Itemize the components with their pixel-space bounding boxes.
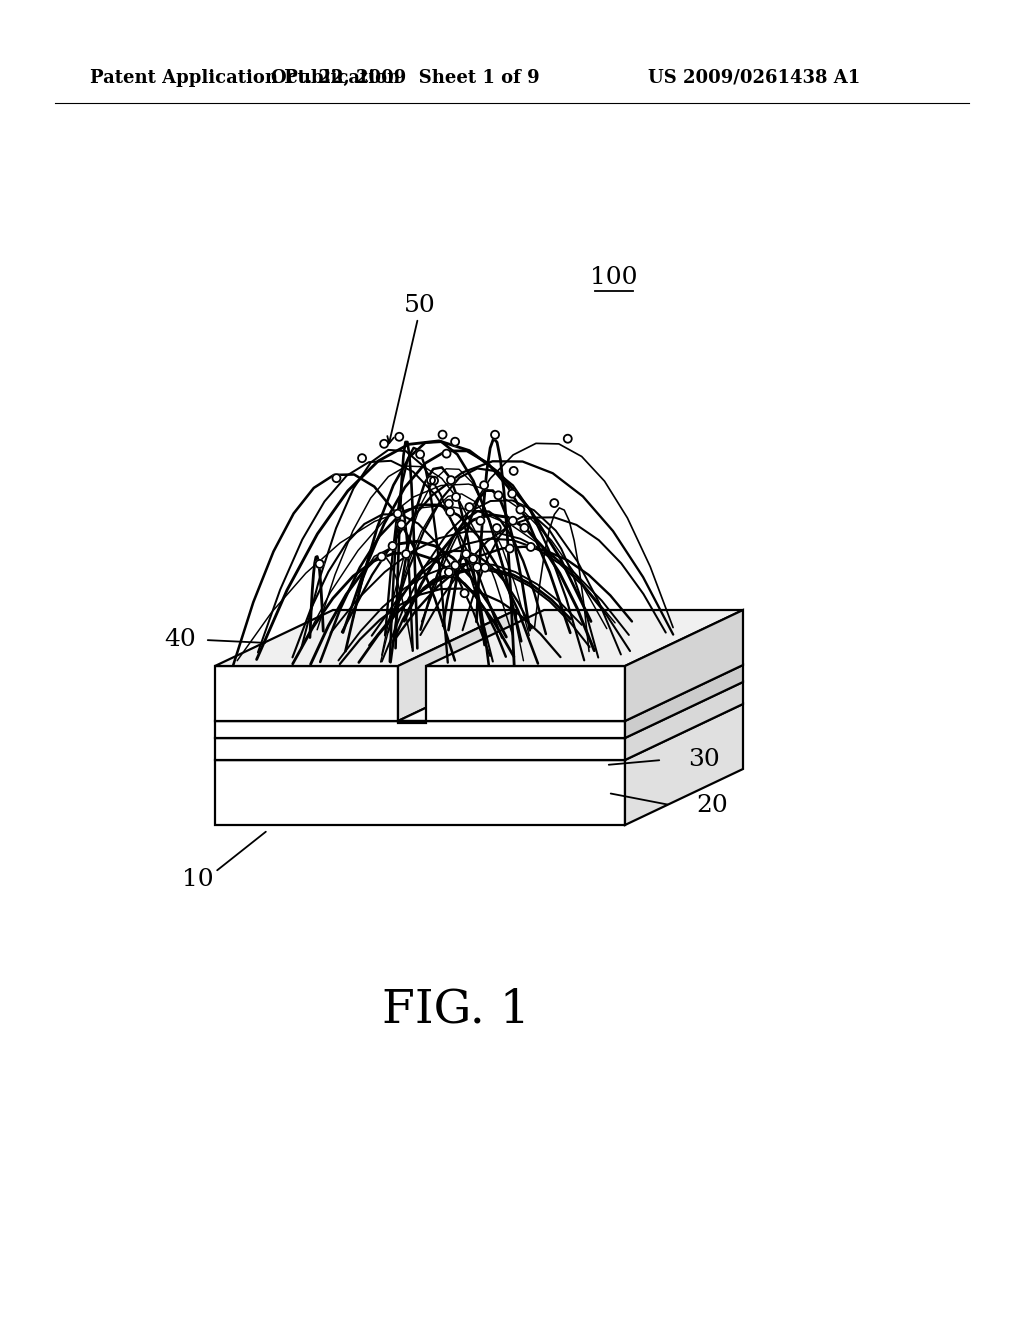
Circle shape [452, 492, 460, 502]
Circle shape [452, 438, 459, 446]
Polygon shape [215, 610, 516, 667]
Polygon shape [625, 704, 743, 825]
Text: US 2009/0261438 A1: US 2009/0261438 A1 [648, 69, 860, 87]
Circle shape [438, 430, 446, 438]
Polygon shape [215, 738, 625, 760]
Circle shape [452, 561, 460, 569]
Text: 100: 100 [590, 267, 638, 289]
Circle shape [315, 560, 324, 568]
Circle shape [520, 524, 528, 532]
Text: 40: 40 [164, 628, 196, 652]
Polygon shape [398, 721, 426, 723]
Polygon shape [215, 667, 398, 721]
Circle shape [481, 564, 489, 572]
Polygon shape [398, 610, 516, 721]
Circle shape [476, 516, 484, 525]
Circle shape [506, 545, 514, 553]
Text: 50: 50 [404, 293, 436, 317]
Circle shape [461, 589, 469, 597]
Polygon shape [398, 665, 544, 721]
Circle shape [416, 450, 424, 458]
Polygon shape [625, 610, 743, 721]
Circle shape [508, 490, 516, 498]
Circle shape [493, 524, 501, 532]
Circle shape [380, 440, 388, 447]
Text: 30: 30 [688, 748, 720, 771]
Circle shape [358, 454, 366, 462]
Polygon shape [215, 665, 743, 721]
Circle shape [444, 500, 453, 508]
Circle shape [447, 477, 455, 484]
Circle shape [378, 553, 386, 561]
Circle shape [462, 550, 470, 558]
Circle shape [480, 482, 488, 490]
Circle shape [430, 477, 438, 484]
Circle shape [395, 433, 403, 441]
Circle shape [444, 568, 453, 576]
Polygon shape [625, 665, 743, 738]
Circle shape [492, 430, 499, 438]
Text: FIG. 1: FIG. 1 [382, 987, 530, 1032]
Circle shape [510, 467, 518, 475]
Circle shape [388, 543, 396, 550]
Circle shape [393, 510, 401, 517]
Polygon shape [625, 682, 743, 760]
Circle shape [495, 491, 503, 499]
Circle shape [397, 520, 406, 528]
Circle shape [446, 508, 454, 516]
Circle shape [516, 506, 524, 513]
Text: 20: 20 [696, 795, 728, 817]
Circle shape [333, 474, 340, 482]
Polygon shape [215, 704, 743, 760]
Circle shape [402, 550, 411, 558]
Circle shape [469, 554, 477, 562]
Circle shape [465, 503, 473, 511]
Circle shape [442, 450, 451, 458]
Circle shape [427, 477, 435, 484]
Text: Patent Application Publication: Patent Application Publication [90, 69, 400, 87]
Text: Oct. 22, 2009  Sheet 1 of 9: Oct. 22, 2009 Sheet 1 of 9 [270, 69, 540, 87]
Circle shape [550, 499, 558, 507]
Polygon shape [215, 721, 625, 738]
Circle shape [564, 434, 571, 442]
Polygon shape [426, 667, 625, 721]
Circle shape [473, 564, 481, 572]
Polygon shape [215, 760, 625, 825]
Circle shape [526, 543, 535, 550]
Polygon shape [426, 610, 743, 667]
Circle shape [509, 516, 517, 525]
Text: 10: 10 [182, 869, 214, 891]
Polygon shape [215, 682, 743, 738]
